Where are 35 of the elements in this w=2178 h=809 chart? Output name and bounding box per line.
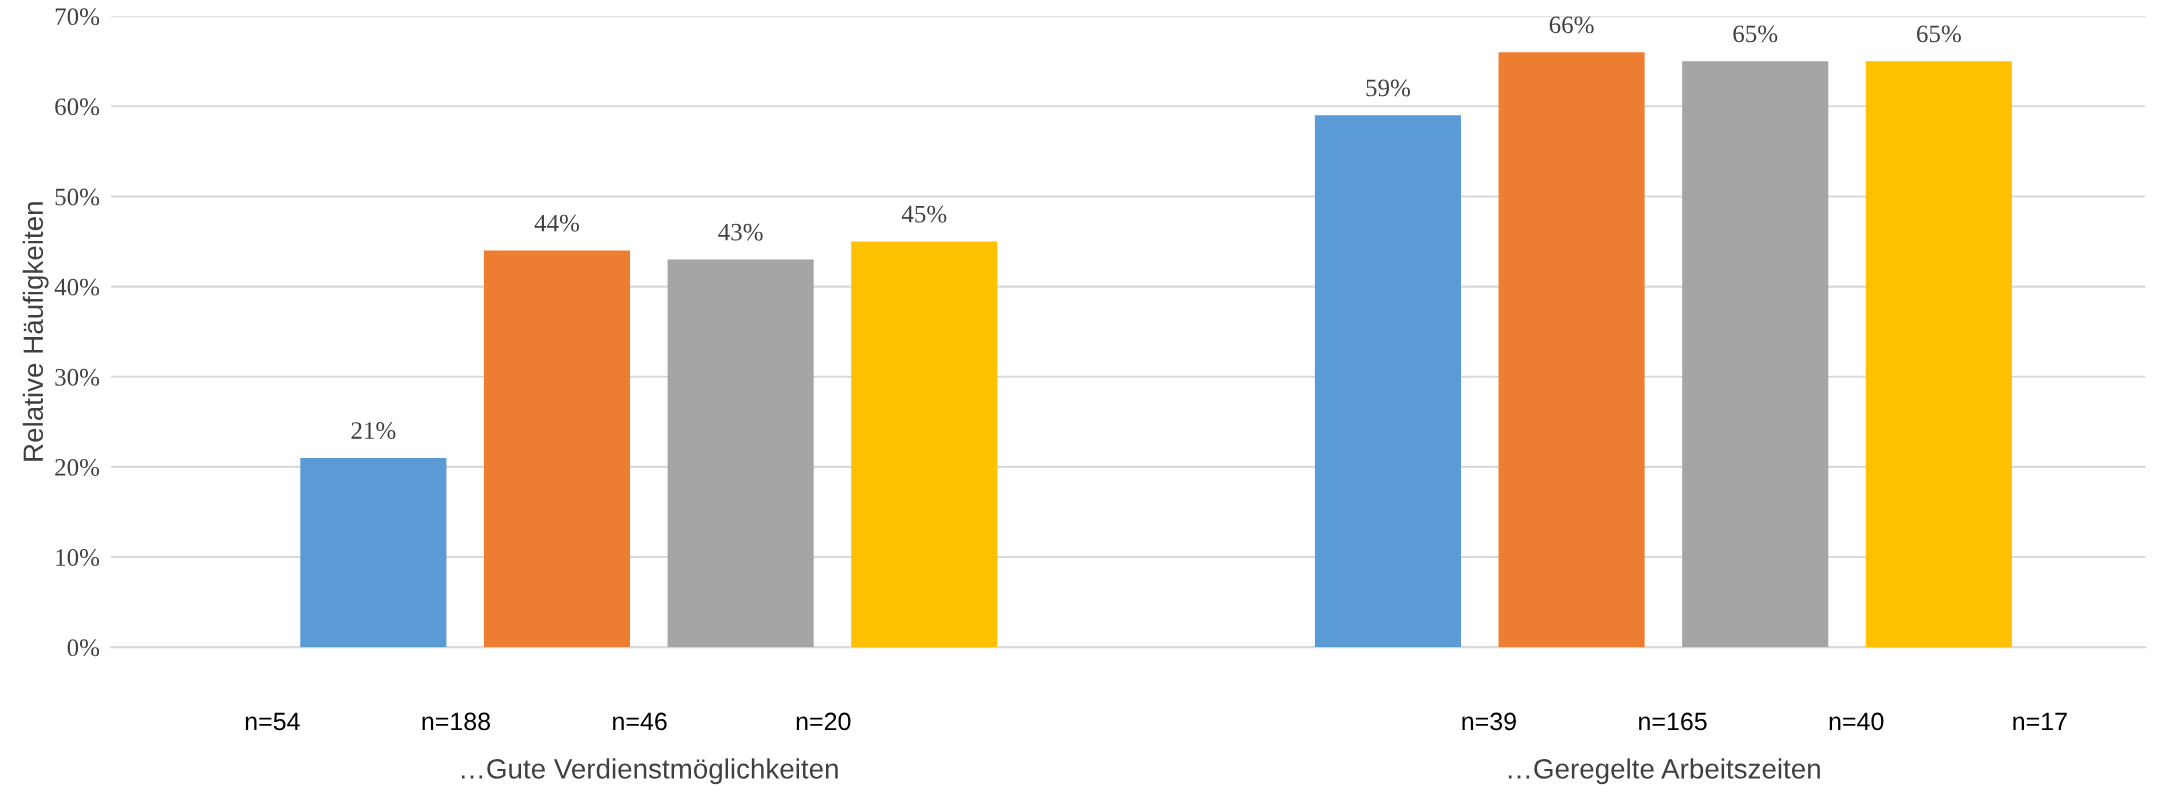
bar — [851, 241, 998, 648]
bar — [667, 259, 814, 648]
y-tick-label: 70% — [55, 8, 100, 26]
bar — [300, 457, 447, 648]
bar — [483, 250, 631, 648]
bar — [1682, 61, 1829, 648]
y-tick-label: 40% — [54, 278, 100, 296]
y-tick-label: 20% — [55, 458, 100, 476]
y-tick-label: 50% — [55, 188, 100, 206]
y-tick-label: 0% — [67, 639, 100, 657]
text: n=39 — [1462, 712, 1516, 731]
text: n=165 — [1639, 712, 1707, 731]
text: n=20 — [796, 712, 851, 731]
bar — [1865, 61, 2012, 648]
text: n=46 — [613, 712, 667, 731]
text: 45% — [901, 205, 947, 223]
x-tick-label: …Geregelte Arbeitszeiten — [1508, 758, 1820, 785]
bar — [1498, 52, 1645, 648]
text: n=54 — [245, 712, 300, 731]
text: 59% — [1366, 79, 1410, 97]
text: 66% — [1549, 16, 1594, 34]
text: n=17 — [2013, 712, 2067, 731]
text: 21% — [351, 422, 396, 440]
text: 65% — [1917, 25, 1961, 43]
text: n=188 — [422, 712, 491, 731]
y-tick-label: 30% — [55, 368, 100, 386]
text: 65% — [1733, 25, 1778, 43]
y-tick-label: 10% — [56, 549, 100, 567]
text: 43% — [718, 223, 763, 241]
x-tick-label: …Gute Verdienstmöglichkeiten — [461, 758, 838, 785]
text: n=40 — [1829, 712, 1884, 731]
y-tick-label: 60% — [55, 98, 100, 116]
text: 44% — [534, 214, 580, 232]
y-axis-title: Relative Häufigkeiten — [22, 202, 49, 461]
bar — [1314, 115, 1461, 648]
